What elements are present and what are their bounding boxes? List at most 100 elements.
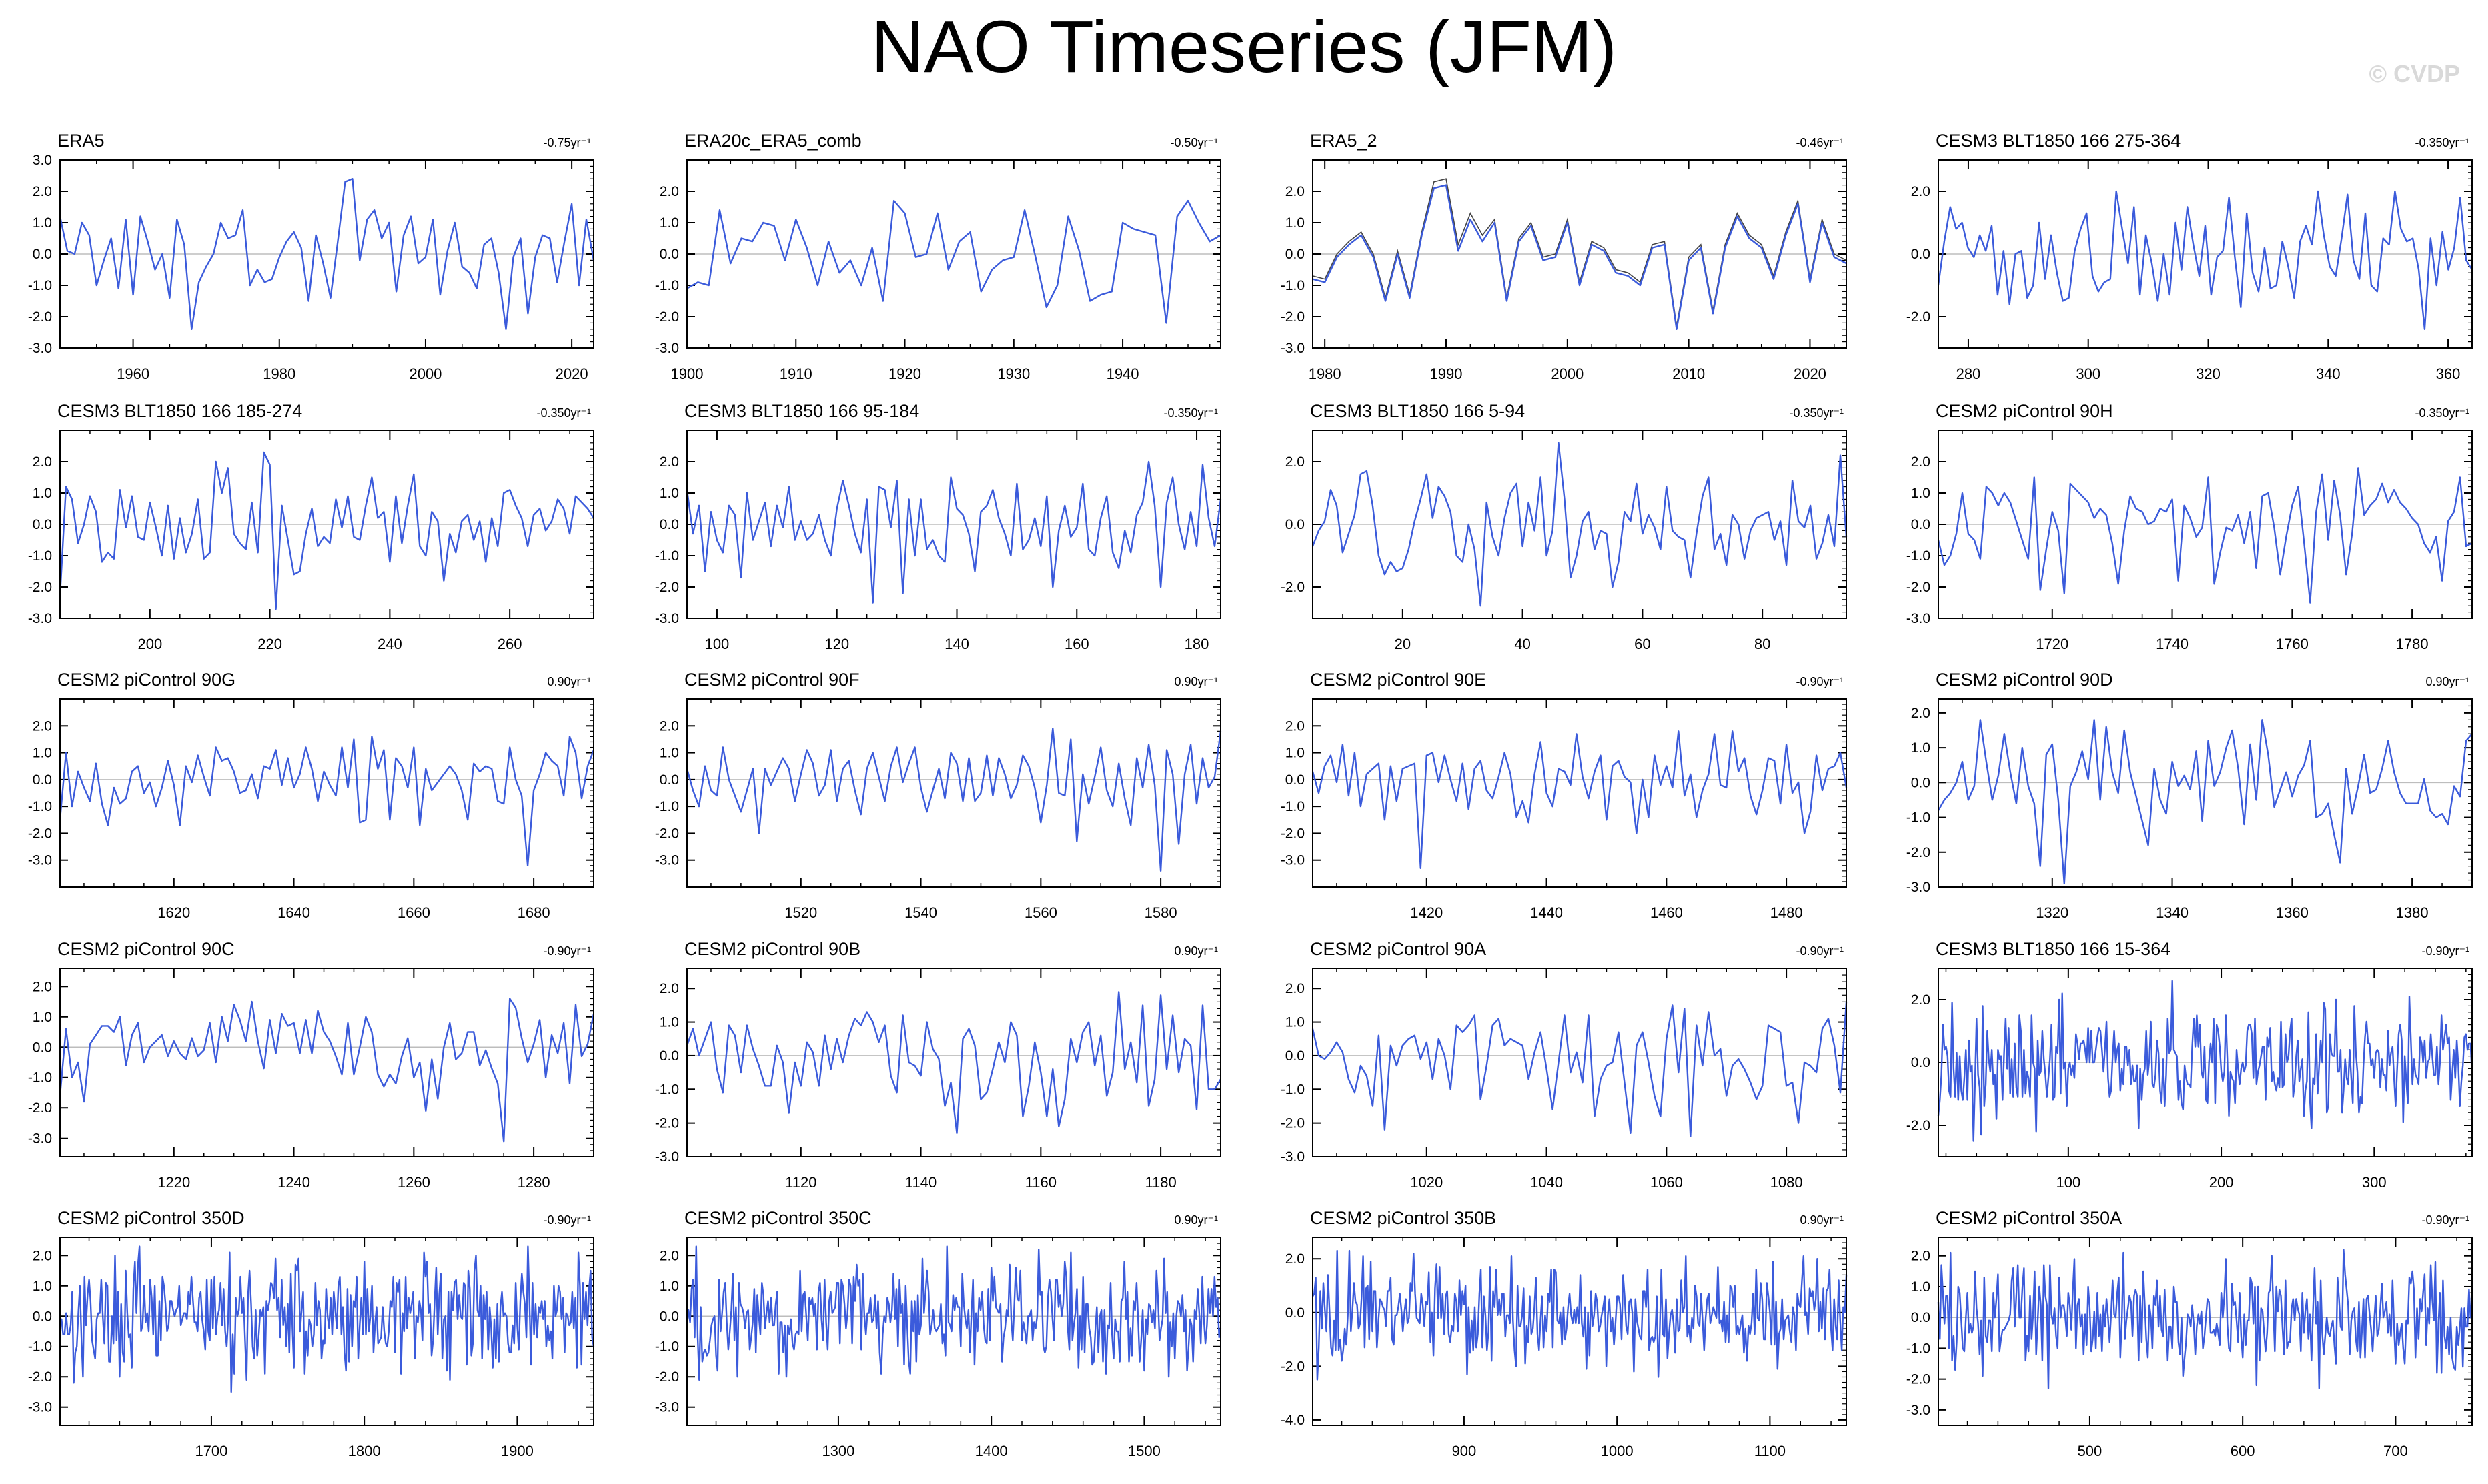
y-tick-label: 2.0 [1285, 454, 1305, 470]
panel-trend: 0.90yr⁻¹ [1174, 1213, 1218, 1227]
panel-trend: -0.50yr⁻¹ [1170, 136, 1218, 149]
x-tick-label: 1930 [997, 365, 1030, 382]
y-tick-label: -4.0 [1281, 1413, 1305, 1428]
y-tick-label: -3.0 [655, 611, 679, 626]
panel-trend: -0.90yr⁻¹ [543, 944, 591, 958]
y-tick-label: -2.0 [1281, 1116, 1305, 1131]
panel-trend: -0.90yr⁻¹ [2421, 944, 2469, 958]
panel-9: CESM2 piControl 90G 0.90yr⁻¹ 1620 1640 1660 1… [28, 670, 595, 921]
series-line [1311, 730, 1848, 870]
x-tick-label: 220 [257, 636, 282, 652]
y-tick-label: -3.0 [28, 341, 52, 356]
y-tick-label: -3.0 [1281, 1149, 1305, 1165]
y-tick-label: -3.0 [28, 611, 52, 626]
plot-frame [59, 159, 594, 349]
plot-frame [686, 1237, 1221, 1426]
plot-frame [1312, 159, 1847, 349]
panel-16: CESM3 BLT1850 166 15-364 -0.90yr⁻¹ 100 200 3… [1906, 939, 2473, 1191]
x-tick-label: 600 [2231, 1443, 2255, 1459]
plot-frame [59, 698, 594, 888]
x-tick-label: 300 [2076, 365, 2100, 382]
plot-frame [686, 430, 1221, 619]
y-tick-label: 0.0 [1285, 1048, 1305, 1064]
series-line [59, 736, 595, 867]
x-tick-label: 360 [2436, 365, 2461, 382]
y-tick-label: 0.0 [33, 1040, 52, 1055]
y-tick-label: -3.0 [28, 1400, 52, 1415]
x-tick-label: 140 [945, 636, 969, 652]
y-tick-label: 0.0 [33, 772, 52, 788]
x-tick-label: 1800 [348, 1443, 381, 1459]
plot-frame [59, 1237, 594, 1426]
panel-title: ERA5_2 [1310, 131, 1377, 151]
series-line [59, 998, 595, 1143]
y-tick-label: 1.0 [660, 746, 679, 761]
x-tick-label: 1300 [822, 1443, 854, 1459]
panel-4: CESM3 BLT1850 166 275-364 -0.350yr⁻¹ 280 30… [1906, 131, 2473, 382]
x-tick-label: 120 [824, 636, 849, 652]
series-line [59, 178, 595, 330]
x-tick-label: 2010 [1672, 365, 1705, 382]
x-tick-label: 1720 [2036, 636, 2068, 652]
panel-trend: 0.90yr⁻¹ [1174, 675, 1218, 688]
x-tick-label: 160 [1065, 636, 1089, 652]
panel-1: ERA5 -0.75yr⁻¹ 1960 1980 2000 2020 -3.0 -2.0 -1.… [28, 131, 595, 382]
panel-trend: 0.90yr⁻¹ [547, 675, 591, 688]
plot-frame [1938, 968, 2473, 1157]
y-tick-label: 2.0 [660, 1248, 679, 1263]
x-tick-label: 1900 [671, 365, 704, 382]
y-tick-label: -1.0 [1281, 1082, 1305, 1097]
x-tick-label: 1640 [277, 904, 310, 921]
y-tick-label: -3.0 [1906, 880, 1930, 895]
y-tick-label: 0.0 [660, 247, 679, 262]
y-tick-label: 2.0 [1285, 184, 1305, 199]
x-tick-label: 1580 [1145, 904, 1177, 921]
series-line [1311, 442, 1848, 607]
y-tick-label: -2.0 [28, 1100, 52, 1116]
x-tick-label: 1520 [784, 904, 817, 921]
plot-frame [59, 430, 594, 619]
plot-frame [1938, 159, 2473, 349]
y-tick-label: 0.0 [1285, 772, 1305, 788]
panel-6: CESM3 BLT1850 166 95-184 -0.350yr⁻¹ 100 120… [655, 401, 1222, 652]
y-tick-label: 1.0 [1911, 486, 1930, 501]
panel-trend: -0.350yr⁻¹ [2415, 136, 2469, 149]
y-tick-label: 1.0 [33, 746, 52, 761]
series-line [686, 991, 1222, 1135]
series-line [1937, 190, 2473, 330]
x-tick-label: 1420 [1410, 904, 1443, 921]
panel-title: CESM3 BLT1850 166 275-364 [1936, 131, 2181, 151]
panel-title: CESM2 piControl 90F [684, 670, 860, 690]
series-line [1937, 1249, 2473, 1389]
x-tick-label: 1980 [1309, 365, 1341, 382]
y-tick-label: 0.0 [33, 1309, 52, 1324]
x-tick-label: 1100 [1754, 1443, 1786, 1459]
panel-trend: -0.350yr⁻¹ [1789, 406, 1844, 420]
y-tick-label: -2.0 [28, 1369, 52, 1385]
panel-trend: -0.350yr⁻¹ [2415, 406, 2469, 420]
y-tick-label: -3.0 [655, 853, 679, 868]
figure-title: NAO Timeseries (JFM) [870, 6, 1618, 88]
x-tick-label: 40 [1514, 636, 1530, 652]
y-tick-label: -1.0 [655, 278, 679, 293]
y-tick-label: -1.0 [28, 548, 52, 564]
x-tick-label: 1020 [1410, 1174, 1443, 1191]
series-line [59, 451, 595, 610]
copyright-watermark: © CVDP [2369, 60, 2460, 87]
y-tick-label: 1.0 [33, 1010, 52, 1025]
series-line [1311, 1002, 1848, 1138]
x-tick-label: 1740 [2156, 636, 2189, 652]
y-tick-label: -2.0 [28, 826, 52, 841]
y-tick-label: 2.0 [1285, 981, 1305, 996]
x-tick-label: 1080 [1770, 1174, 1803, 1191]
series-line [1937, 980, 2473, 1142]
plot-frame [1312, 1237, 1847, 1426]
x-tick-label: 1940 [1107, 365, 1139, 382]
y-tick-label: -3.0 [655, 1400, 679, 1415]
x-tick-label: 1240 [277, 1174, 310, 1191]
x-tick-label: 2000 [1551, 365, 1584, 382]
y-tick-label: -3.0 [1281, 853, 1305, 868]
x-tick-label: 100 [2056, 1174, 2080, 1191]
y-tick-label: -2.0 [655, 1369, 679, 1385]
